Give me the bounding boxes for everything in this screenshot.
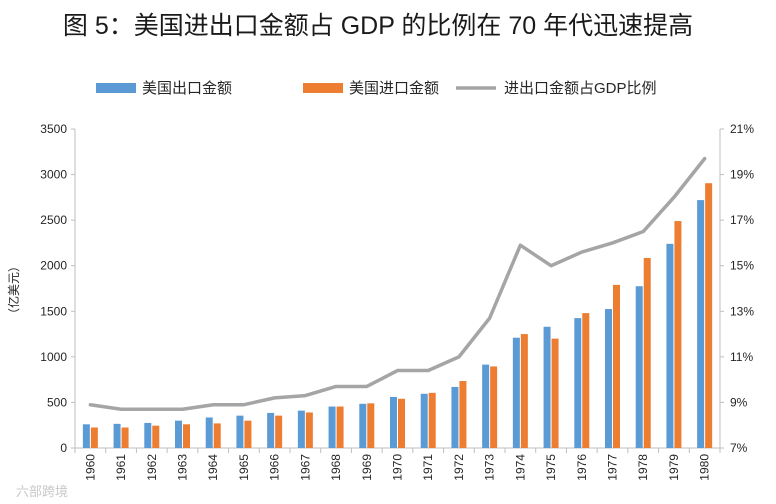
x-tick-label: 1965 xyxy=(237,454,251,481)
bar-export xyxy=(451,386,459,448)
y2-tick-label: 9% xyxy=(730,395,748,409)
axes: 0 500 1000 1500 2000 2500 3000 3500 7% 9% 11% 13% 15… xyxy=(40,122,754,481)
legend: 美国出口金额 美国进口金额 进出口金额占GDP比例 xyxy=(96,80,657,97)
y-tick-label: 2000 xyxy=(40,259,67,273)
x-tick-label: 1961 xyxy=(114,454,128,481)
bar-export xyxy=(482,364,490,448)
bar-import xyxy=(183,424,190,448)
bar-import xyxy=(336,406,344,448)
bar-import xyxy=(244,420,252,448)
bar-export xyxy=(512,337,520,448)
x-tick-label: 1978 xyxy=(636,454,650,481)
x-tick-label: 1970 xyxy=(391,454,405,481)
bar-export xyxy=(175,420,182,448)
x-tick-label: 1969 xyxy=(360,454,374,481)
bar-import xyxy=(152,425,160,448)
bar-import xyxy=(613,284,620,448)
legend-swatch xyxy=(303,83,343,93)
bar-export xyxy=(666,243,674,448)
y-tick-label: 2500 xyxy=(40,213,67,227)
bar-import xyxy=(305,412,313,448)
bar-export xyxy=(420,393,428,448)
x-tick-label: 1963 xyxy=(176,454,190,481)
chart-title: 图 5：美国进出口金额占 GDP 的比例在 70 年代迅速提高 xyxy=(63,12,693,40)
bar-export xyxy=(113,423,121,448)
x-tick-label: 1980 xyxy=(698,454,712,481)
y-tick-label: 500 xyxy=(47,395,67,409)
bar-import xyxy=(428,392,436,448)
bar-export xyxy=(605,309,612,448)
x-tick-label: 1962 xyxy=(145,454,159,481)
ratio-line xyxy=(88,156,707,412)
bar-export xyxy=(82,424,90,448)
bars xyxy=(82,183,713,449)
legend-swatch xyxy=(96,83,136,93)
bar-export xyxy=(144,422,152,448)
y2-tick-label: 13% xyxy=(730,304,754,318)
legend-label: 美国进口金额 xyxy=(349,80,439,97)
bar-import xyxy=(674,221,682,448)
bar-import xyxy=(551,338,559,448)
x-tick-label: 1975 xyxy=(544,454,558,481)
bar-export xyxy=(359,403,367,448)
y-tick-label: 1000 xyxy=(40,350,67,364)
x-tick-label: 1968 xyxy=(329,454,343,481)
bar-import xyxy=(705,183,713,449)
bar-import xyxy=(582,313,590,448)
bar-export xyxy=(697,200,705,448)
bar-import xyxy=(367,403,375,448)
y-tick-label: 1500 xyxy=(40,304,67,318)
bar-import xyxy=(275,415,283,448)
bar-export xyxy=(390,396,397,448)
x-tick-label: 1976 xyxy=(575,454,589,481)
ratio-line-path xyxy=(88,156,707,412)
y2-tick-label: 17% xyxy=(730,213,754,227)
bar-import xyxy=(643,257,651,448)
y-tick-label: 0 xyxy=(60,441,67,455)
x-tick-label: 1973 xyxy=(483,454,497,481)
bar-import xyxy=(398,398,405,448)
bar-import xyxy=(490,366,498,448)
y2-tick-label: 21% xyxy=(730,122,754,136)
bar-export xyxy=(635,286,643,448)
x-tick-label: 1967 xyxy=(298,454,312,481)
bar-export xyxy=(236,415,244,448)
y-axis-label: （亿美元） xyxy=(6,260,21,320)
bar-export xyxy=(267,412,275,448)
bar-export xyxy=(205,417,213,448)
y2-tick-label: 11% xyxy=(730,350,753,364)
legend-label: 美国出口金额 xyxy=(142,80,232,97)
x-tick-label: 1979 xyxy=(667,454,681,481)
x-tick-label: 1972 xyxy=(452,454,466,481)
bar-export xyxy=(328,406,336,448)
x-tick-label: 1964 xyxy=(206,454,220,481)
y-tick-label: 3500 xyxy=(40,122,67,136)
legend-label: 进出口金额占GDP比例 xyxy=(504,80,657,97)
x-tick-label: 1977 xyxy=(606,454,620,481)
bar-export xyxy=(543,326,551,448)
bar-import xyxy=(121,427,129,448)
y-tick-label: 3000 xyxy=(40,168,67,182)
bar-import xyxy=(90,427,98,448)
x-tick-label: 1974 xyxy=(513,454,527,481)
x-tick-label: 1966 xyxy=(268,454,282,481)
bar-import xyxy=(213,423,221,448)
watermark: 六部跨境 xyxy=(16,484,68,499)
bar-import xyxy=(459,381,467,448)
y2-tick-label: 7% xyxy=(730,441,748,455)
bar-import xyxy=(520,334,528,448)
y2-tick-label: 19% xyxy=(730,168,754,182)
x-tick-label: 1960 xyxy=(83,454,97,481)
x-tick-label: 1971 xyxy=(421,454,435,481)
y2-tick-label: 15% xyxy=(730,259,754,273)
bar-export xyxy=(297,410,305,448)
bar-export xyxy=(574,318,582,448)
